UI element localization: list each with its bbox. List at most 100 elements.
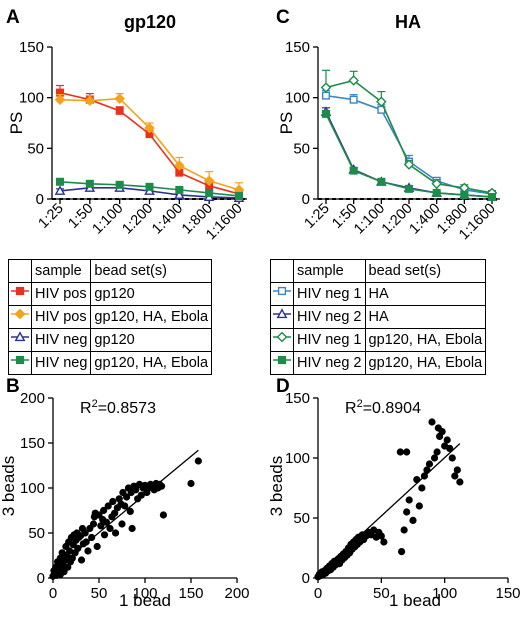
data-point [157, 482, 166, 490]
data-point [413, 476, 421, 484]
legend-header-row: sample bead set(s) [270, 259, 487, 283]
data-point [74, 544, 82, 552]
data-point [453, 466, 461, 474]
y-tick-label: 0 [37, 570, 45, 587]
legend-symbol [277, 355, 287, 365]
data-point [81, 529, 89, 537]
legend-beads: HA [364, 305, 487, 329]
legend-header-sample: sample [293, 259, 366, 283]
r-squared-prefix-b: R [80, 400, 92, 417]
x-tick-label: 1:100 [351, 201, 388, 238]
line-chart-a: 0501001501:251:501:1001:2001:4001:8001:1… [19, 39, 247, 243]
y-tick-label: 100 [20, 480, 45, 497]
x-tick-label: 150 [178, 585, 203, 602]
r-squared-sup-b: 2 [92, 398, 98, 410]
chart-title-gp120: gp120 [124, 12, 176, 32]
y-tick-label: 150 [19, 39, 44, 56]
data-point [109, 497, 117, 506]
legend-sample: HIV pos [30, 305, 92, 329]
x-tick-label: 1:400 [149, 201, 186, 238]
line-chart-c: 0501001501:251:501:1001:2001:4001:8001:1… [285, 39, 500, 243]
x-tick-label: 50 [373, 585, 390, 602]
r-squared-value-b: =0.8573 [98, 400, 156, 417]
y-tick-label: 50 [28, 525, 45, 542]
legend-row: HIV neg gp120 [8, 328, 213, 352]
legend-beads: gp120, HA, Ebola [364, 351, 487, 375]
data-point [128, 524, 136, 533]
x-tick-label: 0 [49, 585, 57, 602]
data-point [418, 484, 426, 492]
data-point [77, 556, 86, 564]
legend-marker-icon [11, 331, 29, 342]
data-point [403, 159, 415, 170]
data-point [115, 495, 123, 503]
data-point [405, 496, 413, 504]
data-point [460, 190, 469, 199]
legend-marker-cell [270, 305, 294, 329]
legend-beads: gp120, HA, Ebola [90, 305, 213, 329]
panel-letter-c: C [276, 7, 290, 28]
data-point [415, 502, 423, 510]
data-point [68, 554, 76, 562]
x-tick-label: 0 [314, 585, 322, 602]
data-point [115, 106, 124, 115]
y-tick-label: 50 [293, 140, 310, 157]
legend-sample: HIV neg 2 [293, 351, 366, 375]
legend-symbol [14, 308, 26, 320]
data-point [111, 529, 120, 537]
legend-sample: HIV neg 2 [293, 305, 366, 329]
data-point [446, 444, 454, 452]
data-point [376, 96, 387, 107]
legend-header-blank [8, 259, 32, 283]
data-point [84, 95, 96, 106]
data-point [85, 179, 94, 188]
data-point [234, 191, 243, 200]
data-point [405, 184, 414, 193]
legend-marker-icon [273, 355, 291, 365]
y-axis-label-d: 3 beads [267, 456, 286, 517]
data-point [159, 511, 167, 519]
data-point [443, 436, 451, 444]
legend-row: HIV neg 1 HA [270, 282, 487, 306]
legend-symbol [15, 286, 25, 296]
data-point [322, 109, 331, 118]
y-tick-label: 100 [285, 450, 310, 467]
x-tick-label: 1:100 [90, 201, 127, 238]
legend-marker-icon [11, 308, 29, 320]
data-point [126, 507, 134, 515]
legend-row: HIV pos gp120 [8, 282, 213, 306]
legend-beads: gp120, HA, Ebola [364, 328, 487, 352]
data-point [349, 95, 358, 104]
r-squared-annotation-d: R2=0.8904 [345, 398, 421, 417]
scatter-chart-b: 0 50 100 150 200 0 50 100 150 200 [20, 390, 250, 602]
data-point [82, 538, 90, 546]
data-point [100, 506, 108, 515]
data-point [187, 479, 195, 488]
legend-marker-cell [8, 351, 32, 375]
y-tick-label: 150 [285, 39, 310, 56]
data-point [54, 94, 66, 105]
data-point [102, 518, 110, 526]
data-point [123, 493, 131, 501]
data-point [205, 188, 214, 197]
data-point [432, 188, 441, 197]
data-point [100, 531, 109, 539]
data-point [438, 428, 446, 436]
r-squared-sup-d: 2 [357, 398, 363, 410]
legend-marker-icon [273, 308, 291, 319]
data-point [448, 454, 456, 462]
legend-marker-cell [8, 305, 32, 329]
legend-symbol [277, 286, 287, 296]
data-point [400, 526, 408, 534]
data-point [403, 448, 411, 456]
r-squared-annotation-b: R2=0.8573 [80, 398, 156, 417]
y-tick-label: 100 [19, 90, 44, 107]
data-point [175, 185, 184, 194]
y-tick-label: 0 [36, 191, 44, 208]
panel-letter-b: B [6, 376, 20, 397]
data-point [431, 178, 442, 190]
legend-sample: HIV neg [30, 351, 92, 375]
legend-row: HIV neg gp120, HA, Ebola [8, 351, 213, 375]
legend-table-c: sample bead set(s) HIV neg 1 HA HIV neg … [270, 259, 487, 375]
legend-beads: gp120, HA, Ebola [90, 351, 213, 375]
